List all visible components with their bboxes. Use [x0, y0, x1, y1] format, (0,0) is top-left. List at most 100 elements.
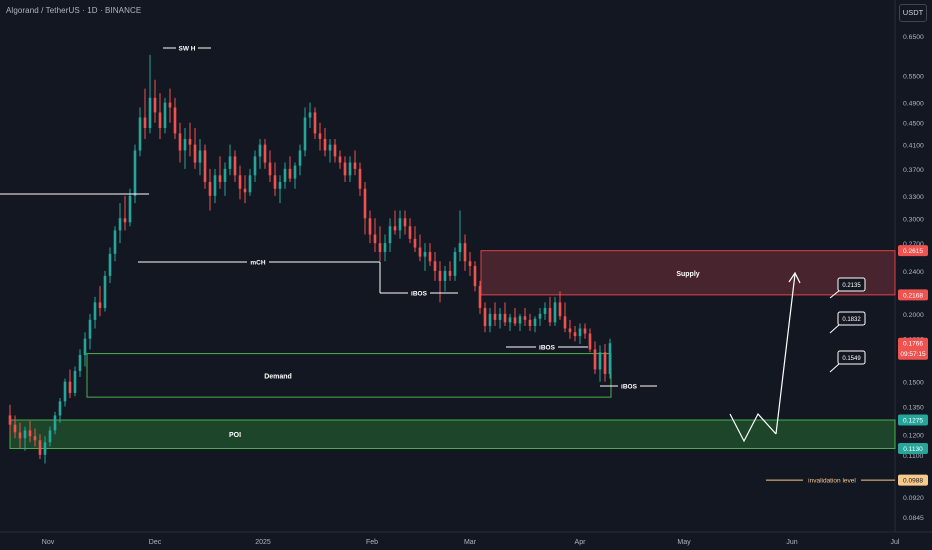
candle-body: [223, 168, 227, 182]
target-box: [837, 277, 866, 292]
candle-body: [358, 168, 362, 189]
y-tick-label: 0.4900: [903, 101, 924, 108]
candle-body: [403, 218, 407, 227]
candle-body: [43, 442, 47, 455]
candle-body: [578, 328, 582, 337]
candle-body: [263, 144, 267, 163]
candle-body: [303, 117, 307, 151]
candle-body: [218, 175, 222, 182]
swing-high-label-bg: [176, 42, 198, 53]
candle-body: [198, 150, 202, 163]
ibos-label-2-bg: [536, 342, 558, 352]
supply-zone-label: Supply: [676, 271, 699, 278]
candle-body: [443, 270, 447, 281]
candle-body: [73, 370, 77, 393]
currency-button[interactable]: USDT: [899, 4, 927, 22]
price-tag: [898, 245, 928, 257]
candle-body: [78, 354, 82, 371]
candle-body: [423, 252, 427, 257]
ibos-label-2: iBOS: [539, 345, 556, 352]
price-tag-value: 0.0988: [903, 478, 923, 485]
candle-body: [128, 195, 132, 223]
candle-body: [158, 112, 162, 128]
candle-body: [398, 218, 402, 231]
candle-body: [273, 175, 277, 189]
candle-body: [213, 175, 217, 196]
candle-body: [353, 162, 357, 169]
y-tick-label: 0.2000: [903, 312, 924, 319]
candle-body: [538, 313, 542, 319]
candle-body: [53, 415, 57, 431]
ibos-label-3: iBOS: [621, 384, 638, 391]
candle-body: [523, 316, 527, 320]
candle-body: [28, 430, 32, 437]
y-tick-label: 0.2700: [903, 241, 924, 248]
candle-body: [148, 97, 152, 128]
candle-body: [93, 302, 97, 320]
candle-body: [308, 112, 312, 118]
candle-body: [163, 102, 167, 128]
demand-zone: [86, 353, 612, 398]
candle-body: [533, 318, 537, 326]
candle-body: [338, 156, 342, 163]
target-box: [837, 311, 866, 326]
candle-body: [568, 328, 572, 333]
price-tag-value: 0.1130: [903, 446, 923, 453]
projection-arrow: [775, 273, 796, 435]
x-tick-label: Jun: [786, 539, 797, 546]
candle-body: [208, 181, 212, 196]
candle-body: [478, 286, 482, 309]
candle-body: [433, 261, 437, 271]
target-pointer: [829, 289, 841, 299]
y-tick-label: 0.3300: [903, 194, 924, 201]
invalidation-label-bg: [803, 475, 861, 486]
mch-label-bg: [247, 257, 269, 267]
candle-body: [543, 308, 547, 314]
target-value: 0.1549: [842, 356, 861, 362]
candle-body: [298, 150, 302, 166]
y-tick-label: 0.1350: [903, 405, 924, 412]
candle-body: [138, 117, 142, 151]
candle-body: [383, 243, 387, 253]
price-tag-value: 0.2615: [903, 248, 923, 255]
price-tag: [898, 474, 928, 486]
candle-body: [248, 175, 252, 193]
candle-body: [373, 234, 377, 244]
candle-body: [468, 261, 472, 267]
poi-zone: [9, 419, 896, 449]
candle-body: [143, 117, 147, 128]
candle-body: [553, 302, 557, 323]
candle-body: [493, 313, 497, 320]
candle-body: [418, 247, 422, 257]
candle-body: [473, 266, 477, 287]
x-tick-label: May: [677, 539, 691, 546]
target-pointer: [829, 323, 841, 334]
candle-body: [488, 313, 492, 326]
y-tick-label: 0.0920: [903, 495, 924, 502]
candle-body: [483, 308, 487, 326]
candle-body: [318, 133, 322, 139]
candle-body: [243, 188, 247, 193]
candle-body: [173, 107, 177, 134]
candle-body: [278, 181, 282, 189]
y-tick-label: 0.1100: [903, 453, 924, 460]
x-tick-label: Nov: [42, 539, 55, 546]
candle-body: [413, 238, 417, 248]
candle-body: [98, 302, 102, 309]
projection-zigzag: [729, 412, 777, 443]
x-tick-label: Dec: [149, 539, 162, 546]
candle-body: [38, 440, 42, 455]
candle-body: [258, 144, 262, 157]
x-tick-label: Mar: [464, 539, 477, 546]
candle-body: [253, 156, 257, 176]
target-box: [837, 350, 866, 365]
x-tick-label: Jul: [891, 539, 900, 546]
y-tick-label: 0.4500: [903, 121, 924, 128]
candle-body: [48, 430, 52, 443]
candle-body: [83, 338, 87, 355]
candle-body: [573, 332, 577, 337]
x-tick-label: Feb: [366, 539, 378, 546]
candle-body: [498, 313, 502, 320]
